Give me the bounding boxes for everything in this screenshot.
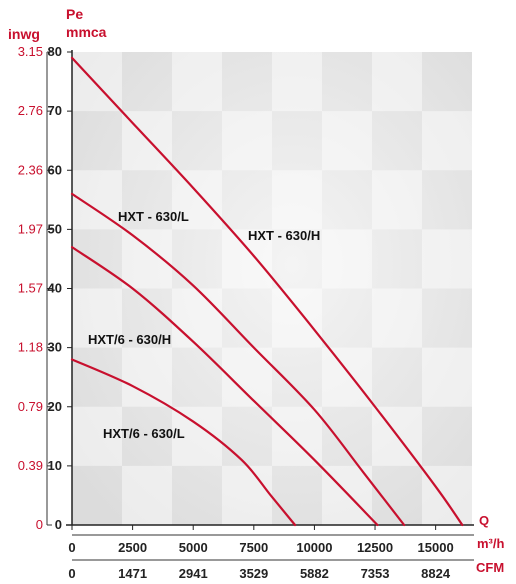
y-axis-inner-ticks: 80 70 60 50 40 30 20 10 0 (48, 44, 72, 532)
grid-cell (422, 465, 472, 525)
x-secondary-tick-label: 0 (68, 566, 75, 581)
y-outer-tick-label: 3.15 (18, 44, 43, 59)
grid-cell (272, 52, 322, 112)
x-primary-tick-label: 7500 (239, 540, 268, 555)
grid-cell (222, 111, 272, 171)
y-inner-tick-label: 70 (48, 103, 62, 118)
x-axis-label-line2: m³/h (477, 536, 505, 551)
grid-cell (122, 229, 172, 289)
grid-cell (272, 406, 322, 466)
y-outer-tick-label: 0.39 (18, 458, 43, 473)
x-secondary-tick-label: 7353 (361, 566, 390, 581)
x-axis-primary-ticks: 0 2500 5000 7500 10000 12500 15000 (68, 525, 454, 555)
y-inner-tick-label: 20 (48, 399, 62, 414)
grid-cell (322, 347, 372, 407)
series-lines (70, 56, 464, 527)
grid-cell (372, 170, 422, 230)
grid-cell (222, 465, 272, 525)
y-inner-tick-label: 30 (48, 340, 62, 355)
y-inner-tick-label: 80 (48, 44, 62, 59)
grid-cell (322, 229, 372, 289)
series-line-2 (70, 192, 406, 527)
grid-cell (422, 229, 472, 289)
y-outer-tick-label: 0.79 (18, 399, 43, 414)
x-primary-tick-label: 10000 (296, 540, 332, 555)
series-label-hxt-630-l: HXT - 630/L (118, 209, 189, 224)
grid-cell (272, 288, 322, 348)
x-secondary-tick-label: 5882 (300, 566, 329, 581)
series-label-hxt-630-h: HXT - 630/H (248, 228, 320, 243)
x-secondary-tick-label: 8824 (421, 566, 451, 581)
grid-cell (72, 406, 122, 466)
y-inner-tick-label: 10 (48, 458, 62, 473)
grid-cell (272, 170, 322, 230)
y-outer-tick-label: 1.57 (18, 281, 43, 296)
y-inner-tick-label: 60 (48, 162, 62, 177)
grid-cell (372, 52, 422, 112)
x-primary-tick-label: 15000 (418, 540, 454, 555)
x-axis-secondary-label: CFM (476, 560, 504, 575)
grid-cell (422, 347, 472, 407)
x-secondary-tick-label: 3529 (239, 566, 268, 581)
y-axis-outer-ticks: 3.15 2.76 2.36 1.97 1.57 1.18 0.79 0.39 0 (18, 44, 52, 532)
plot-grid (72, 52, 472, 525)
series-line-4 (70, 358, 297, 527)
y-outer-tick-label: 2.76 (18, 103, 43, 118)
series-line-1 (70, 56, 464, 527)
grid-cell (322, 111, 372, 171)
x-primary-tick-label: 12500 (357, 540, 393, 555)
series-label-hxt6-630-h: HXT/6 - 630/H (88, 332, 171, 347)
x-primary-tick-label: 0 (68, 540, 75, 555)
y-inner-tick-label: 0 (55, 517, 62, 532)
x-primary-tick-label: 2500 (118, 540, 147, 555)
y-inner-tick-label: 40 (48, 281, 62, 296)
grid-cell (122, 465, 172, 525)
grid-cell (372, 288, 422, 348)
y-outer-tick-label: 1.18 (18, 340, 43, 355)
x-axis-secondary-ticks: 0 1471 2941 3529 5882 7353 8824 (68, 566, 450, 581)
y-axis-outer-label: inwg (8, 26, 40, 42)
y-axis-inner-label-line1: Pe (66, 6, 83, 22)
grid-cell (222, 229, 272, 289)
grid-cell (122, 347, 172, 407)
x-secondary-tick-label: 1471 (118, 566, 147, 581)
grid-cell (172, 170, 222, 230)
x-primary-tick-label: 5000 (179, 540, 208, 555)
y-axis-inner-label-line2: mmca (66, 24, 107, 40)
series-line-3 (70, 246, 379, 527)
y-outer-tick-label: 1.97 (18, 221, 43, 236)
x-secondary-tick-label: 2941 (179, 566, 208, 581)
grid-cell (72, 288, 122, 348)
y-outer-tick-label: 0 (36, 517, 43, 532)
grid-cell (422, 111, 472, 171)
grid-cell (172, 52, 222, 112)
x-axis-label-line1: Q (479, 513, 489, 528)
grid-cell (172, 288, 222, 348)
y-outer-tick-label: 2.36 (18, 162, 43, 177)
series-label-hxt6-630-l: HXT/6 - 630/L (103, 426, 185, 441)
y-inner-tick-label: 50 (48, 221, 62, 236)
